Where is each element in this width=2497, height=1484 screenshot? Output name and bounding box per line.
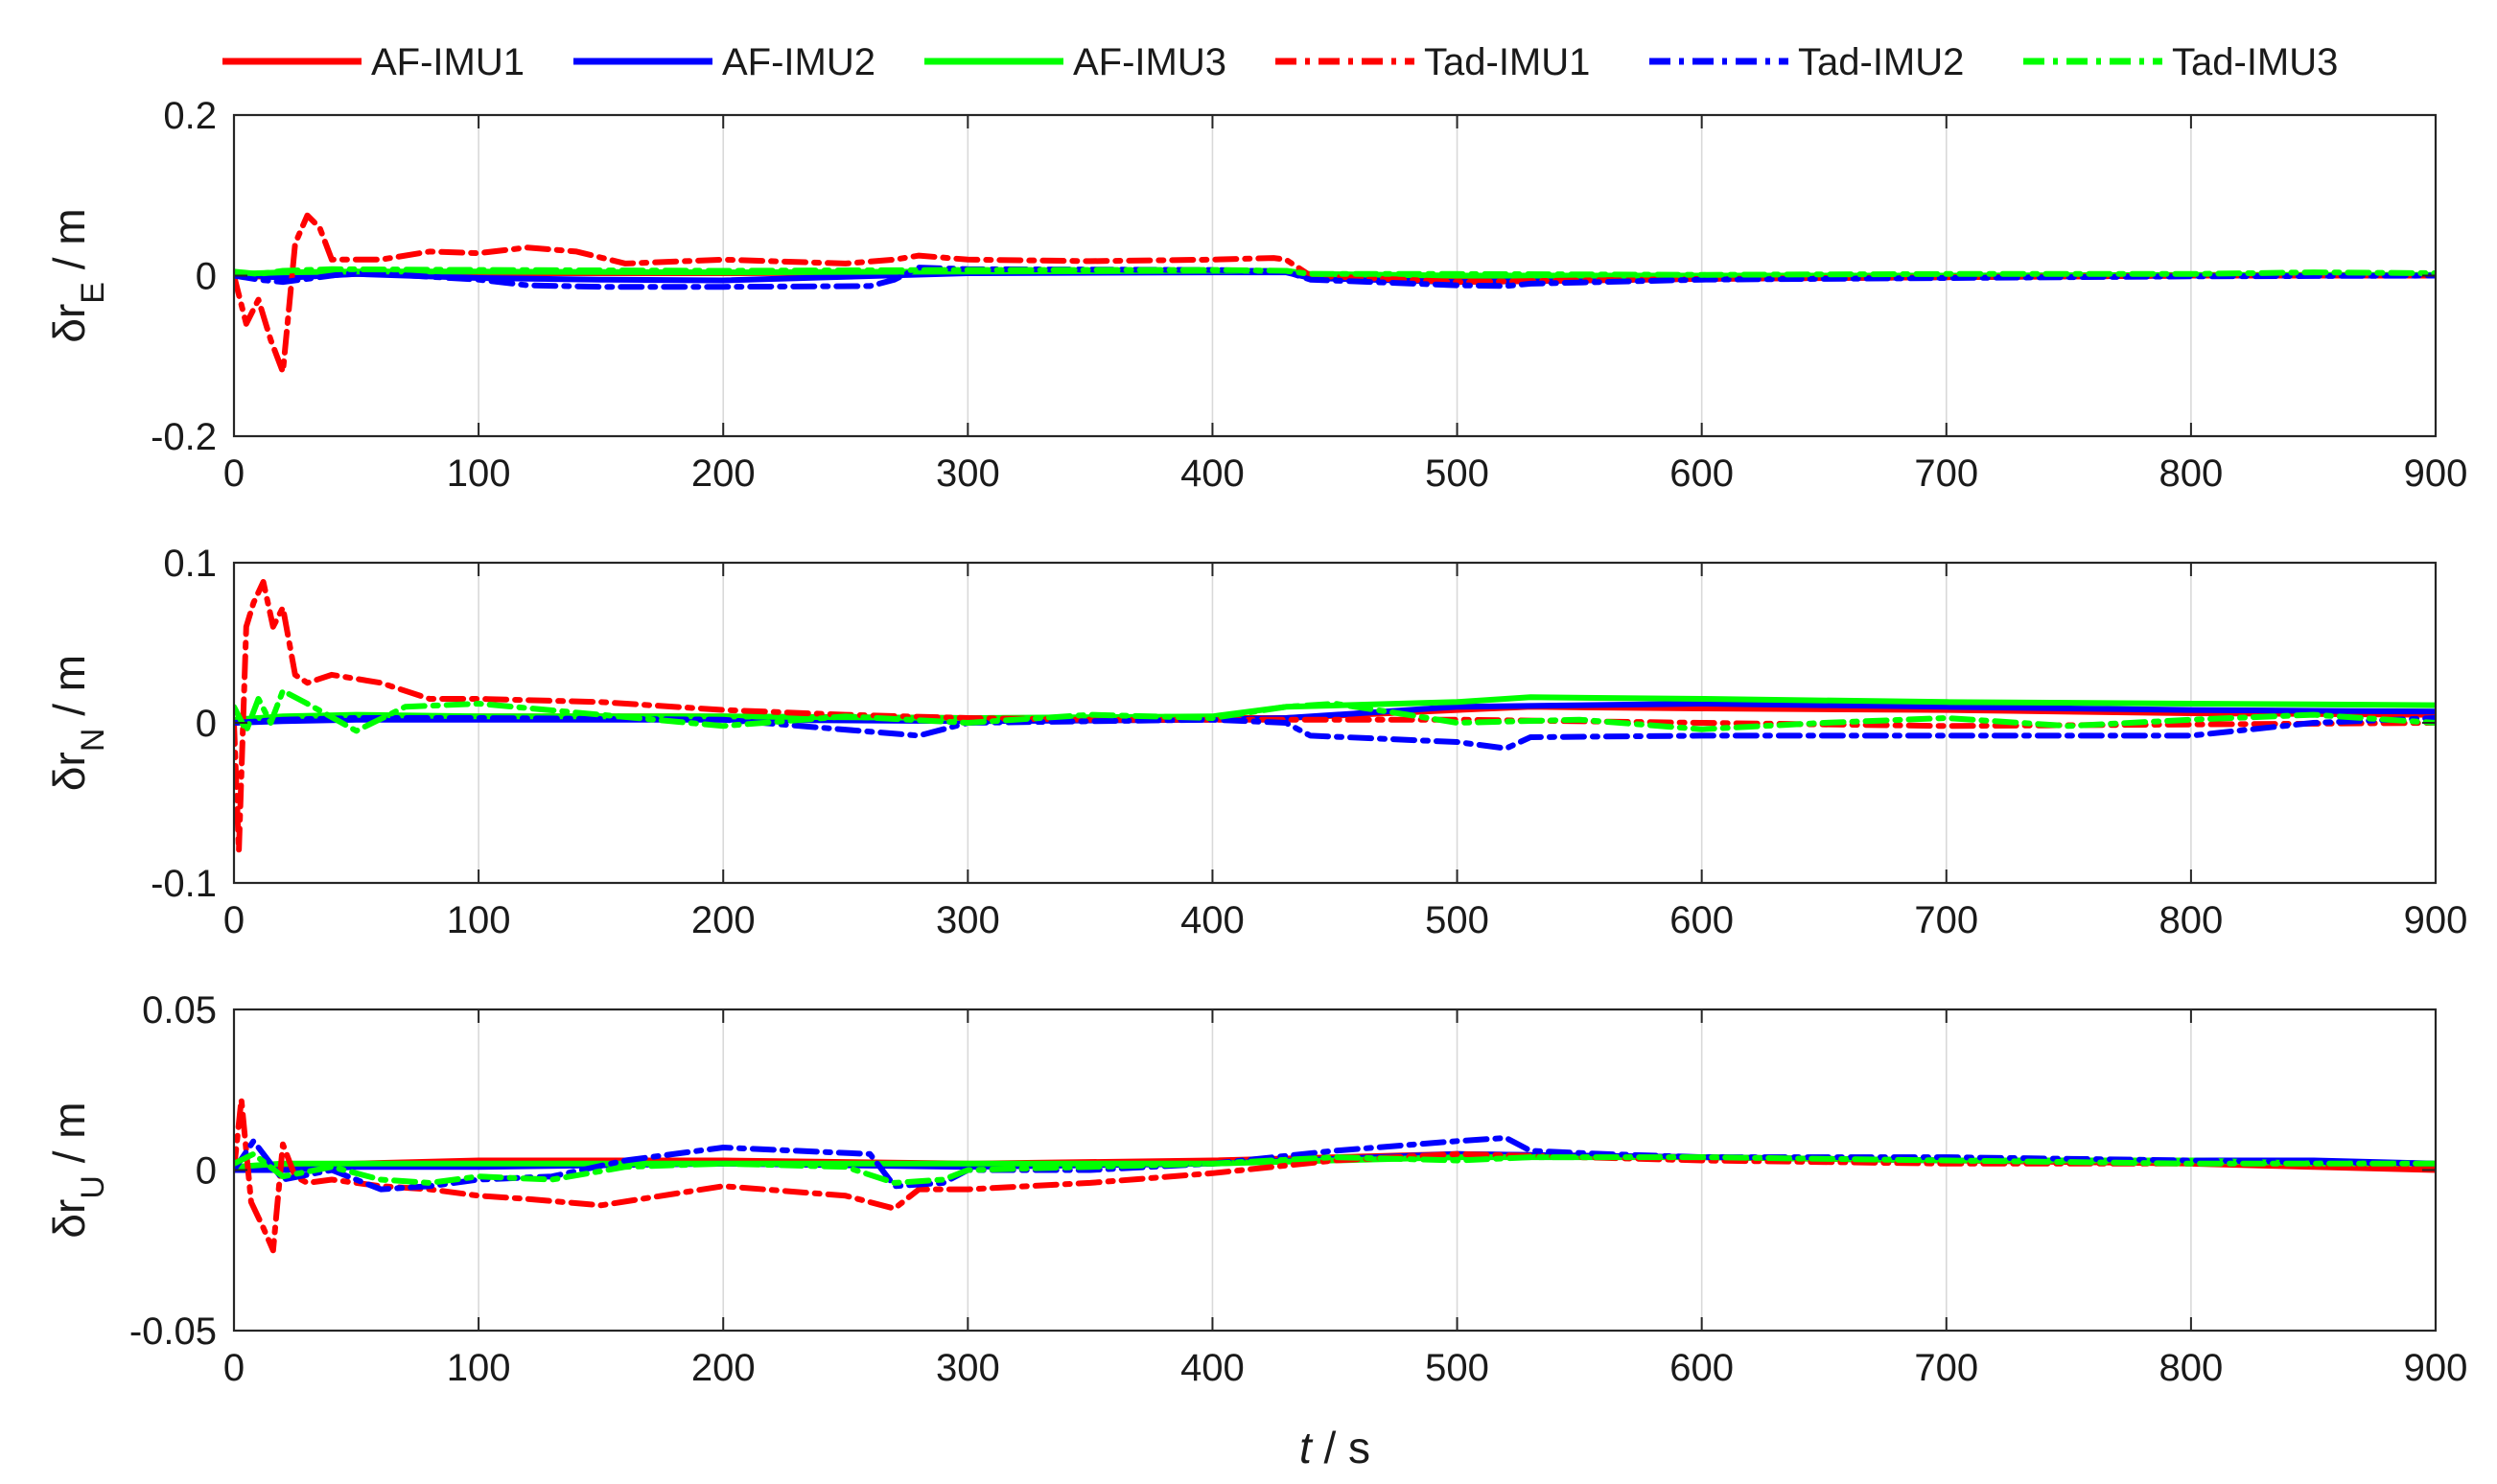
x-tick-label: 700 [1914,452,1978,495]
x-tick-label: 200 [691,1347,756,1389]
series-line [234,687,2436,734]
series-line [234,1135,2436,1193]
subplot-E: 0 100 200 300 400 500 600 700 800 900-0.200.2δrE … [44,95,2467,495]
x-tick-label: 800 [2159,1347,2224,1389]
series-line [234,1096,2436,1254]
series-line [234,266,2436,278]
x-tick-label: 700 [1914,899,1978,941]
x-axis-label-variable: t [1299,1423,1314,1472]
legend-entry: Tad-IMU1 [1275,41,1590,83]
series-group [234,1096,2436,1254]
y-axis-label: δrE / m [44,208,111,342]
legend-label: Tad-IMU3 [2172,41,2338,83]
x-tick-label: 600 [1669,452,1734,495]
x-tick-label: 200 [691,452,756,495]
y-axis-label-main: δr [44,1199,94,1239]
legend: AF-IMU1 AF-IMU2 AF-IMU3 Tad-IMU1 Tad-IMU2 Tad… [222,41,2338,83]
y-axis-label-unit: / m [44,1101,94,1175]
y-tick-label: 0.2 [163,95,217,137]
legend-label: AF-IMU1 [371,41,525,83]
x-tick-label: 400 [1180,1347,1245,1389]
x-tick-label: 0 [223,452,245,495]
subplots: 0 100 200 300 400 500 600 700 800 900-0.200.2δrE … [44,95,2467,1389]
legend-label: AF-IMU2 [722,41,875,83]
legend-label: Tad-IMU1 [1424,41,1590,83]
x-tick-label: 300 [936,899,1000,941]
x-tick-label: 500 [1425,1347,1489,1389]
x-tick-label: 100 [447,452,511,495]
x-tick-label: 300 [936,1347,1000,1389]
y-axis-label-main: δr [44,752,94,791]
x-axis-label: t / s [1299,1423,1370,1472]
y-axis-label-main: δr [44,304,94,343]
series-group [234,579,2436,854]
x-tick-label: 900 [2404,452,2468,495]
y-axis-label: δrN / m [44,655,111,791]
y-tick-label: 0 [196,1150,217,1193]
x-tick-label: 500 [1425,899,1489,941]
y-tick-label: 0 [196,256,217,298]
x-tick-label: 900 [2404,899,2468,941]
x-tick-label: 800 [2159,452,2224,495]
y-tick-label: -0.2 [151,416,217,458]
axes-box [232,561,2438,885]
legend-entry: AF-IMU2 [573,41,875,83]
axes-box [232,1008,2438,1333]
legend-label: AF-IMU3 [1073,41,1226,83]
x-tick-label: 0 [223,1347,245,1389]
x-tick-label: 100 [447,1347,511,1389]
x-tick-label: 400 [1180,452,1245,495]
subplot-N: 0 100 200 300 400 500 600 700 800 900-0.100.1δrN … [44,543,2467,941]
legend-label: Tad-IMU2 [1798,41,1964,83]
x-tick-label: 700 [1914,1347,1978,1389]
series-line [234,212,2436,375]
x-tick-label: 500 [1425,452,1489,495]
y-tick-label: -0.1 [151,863,217,905]
subplot-U: 0 100 200 300 400 500 600 700 800 900-0.0500.05δr… [44,989,2467,1389]
y-axis-label-subscript: U [75,1175,111,1199]
y-tick-label: 0.05 [142,989,217,1032]
series-line [234,715,2436,752]
y-tick-label: 0 [196,703,217,745]
legend-entry: AF-IMU1 [222,41,525,83]
x-tick-label: 200 [691,899,756,941]
series-line [234,579,2436,854]
series-group [234,212,2436,375]
y-tick-label: 0.1 [163,543,217,585]
series-line [234,265,2436,290]
legend-entry: AF-IMU3 [924,41,1226,83]
x-tick-label: 600 [1669,899,1734,941]
legend-entry: Tad-IMU3 [2023,41,2338,83]
y-tick-label: -0.05 [129,1310,217,1353]
x-tick-label: 800 [2159,899,2224,941]
y-axis-label-subscript: E [75,282,111,304]
legend-entry: Tad-IMU2 [1649,41,1964,83]
series-line [234,1150,2436,1186]
x-tick-label: 900 [2404,1347,2468,1389]
x-tick-label: 100 [447,899,511,941]
y-axis-label: δrU / m [44,1101,111,1238]
x-axis-label-unit: / s [1312,1423,1370,1472]
x-tick-label: 0 [223,899,245,941]
y-axis-label-unit: / m [44,208,94,282]
x-tick-label: 600 [1669,1347,1734,1389]
y-axis-label-subscript: N [75,729,111,753]
x-tick-label: 400 [1180,899,1245,941]
x-tick-label: 300 [936,452,1000,495]
y-axis-label-unit: / m [44,655,94,729]
